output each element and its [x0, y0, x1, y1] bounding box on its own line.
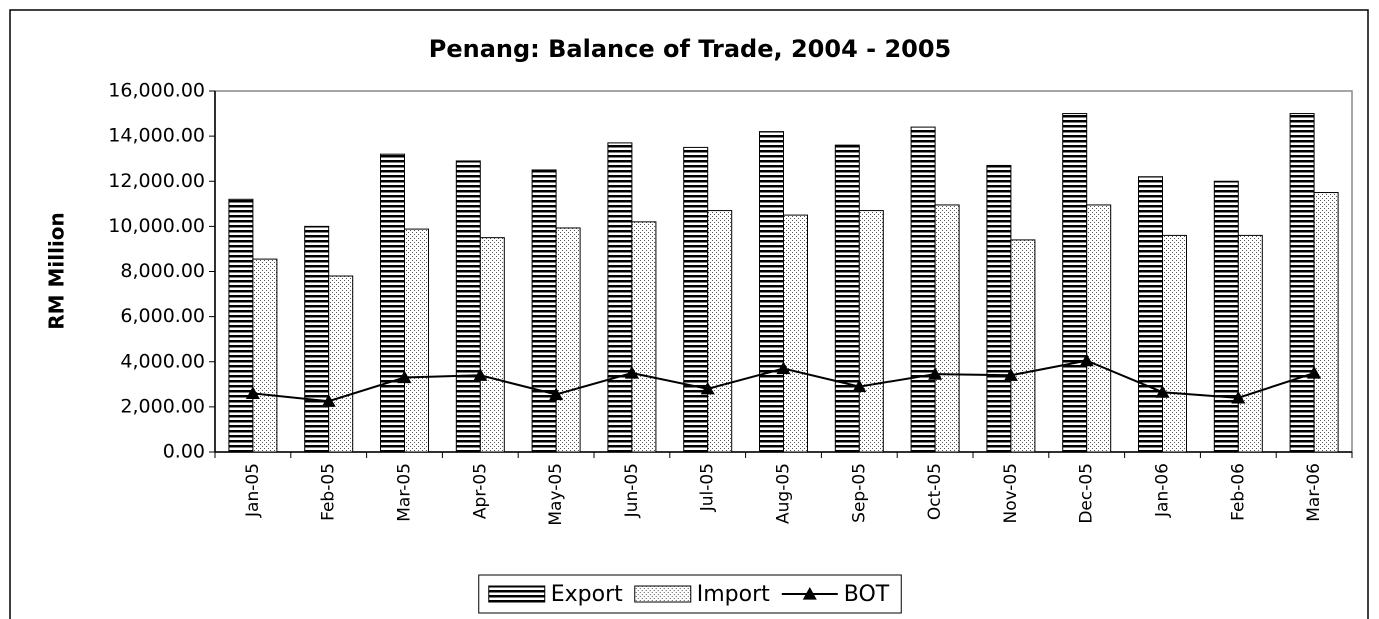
legend-swatch [488, 585, 546, 603]
marker [852, 379, 867, 393]
bar [910, 126, 936, 453]
x-tick-label: Jul-05 [698, 463, 718, 512]
x-tick-label: May-05 [546, 463, 566, 526]
y-axis-title: RM Million [45, 212, 69, 330]
bar [631, 221, 657, 453]
marker [245, 386, 260, 399]
x-tick-label: Feb-05 [319, 463, 339, 521]
marker [321, 394, 336, 407]
bar [380, 153, 405, 453]
x-tick-label: Apr-05 [470, 463, 490, 519]
marker [776, 361, 791, 375]
y-tick-label: 14,000.00 [108, 125, 205, 147]
bar [1213, 180, 1239, 453]
x-tick-label: Feb-06 [1228, 463, 1248, 521]
x-tick-label: Jan-05 [243, 463, 263, 518]
bar [934, 204, 960, 453]
x-tick-label: Aug-05 [774, 463, 794, 524]
y-tick-label: 2,000.00 [120, 395, 205, 417]
bar [986, 164, 1012, 453]
bar [328, 275, 354, 453]
legend-label: Import [697, 582, 770, 607]
x-tick-label: Mar-06 [1304, 463, 1324, 522]
bar [759, 131, 784, 453]
marker [1231, 390, 1246, 404]
bar [455, 160, 481, 453]
bar [1010, 239, 1036, 453]
bar [304, 225, 330, 453]
bar [531, 169, 557, 453]
marker [624, 366, 639, 379]
x-tick-label: Jun-05 [622, 463, 642, 518]
y-tick-label: 4,000.00 [120, 350, 205, 372]
legend-swatch [634, 585, 692, 603]
legend-label: BOT [844, 582, 890, 607]
bar [1162, 234, 1187, 453]
x-tick-label: Jan-06 [1153, 463, 1173, 518]
y-tick-label: 12,000.00 [108, 170, 205, 192]
marker [397, 370, 412, 384]
y-tick-label: 10,000.00 [108, 215, 205, 237]
bar [607, 142, 633, 453]
x-tick-label: Sep-05 [849, 463, 869, 523]
x-tick-label: Dec-05 [1077, 463, 1097, 524]
bar [228, 198, 254, 453]
bar [1237, 234, 1263, 453]
x-tick-label: Oct-05 [925, 463, 945, 520]
bar [707, 210, 733, 453]
bar [683, 146, 709, 453]
marker [1079, 353, 1094, 367]
bar [404, 228, 429, 453]
marker [1307, 366, 1322, 379]
marker [473, 368, 488, 381]
x-tick-label: Mar-05 [395, 463, 415, 522]
bar [858, 210, 884, 453]
legend-label: Export [551, 582, 623, 607]
bar [252, 258, 278, 453]
y-tick-label: 16,000.00 [108, 80, 205, 102]
y-tick-label: 6,000.00 [120, 305, 205, 327]
y-tick-label: 0.00 [163, 441, 205, 463]
bar [1138, 176, 1163, 453]
bar [555, 227, 581, 453]
bar [1289, 113, 1315, 453]
chart-title: Penang: Balance of Trade, 2004 - 2005 [429, 35, 951, 63]
marker [928, 367, 943, 380]
bar [479, 237, 505, 453]
x-tick-label: Nov-05 [1001, 463, 1021, 524]
bar [1086, 204, 1112, 453]
y-tick-label: 8,000.00 [120, 260, 205, 282]
marker [549, 387, 564, 401]
marker [1003, 368, 1018, 381]
bar [834, 144, 860, 453]
bar [1062, 113, 1088, 453]
bar [783, 214, 808, 453]
marker [700, 381, 715, 395]
legend-swatch [802, 587, 817, 600]
marker [1155, 385, 1170, 398]
bar [1313, 192, 1339, 453]
